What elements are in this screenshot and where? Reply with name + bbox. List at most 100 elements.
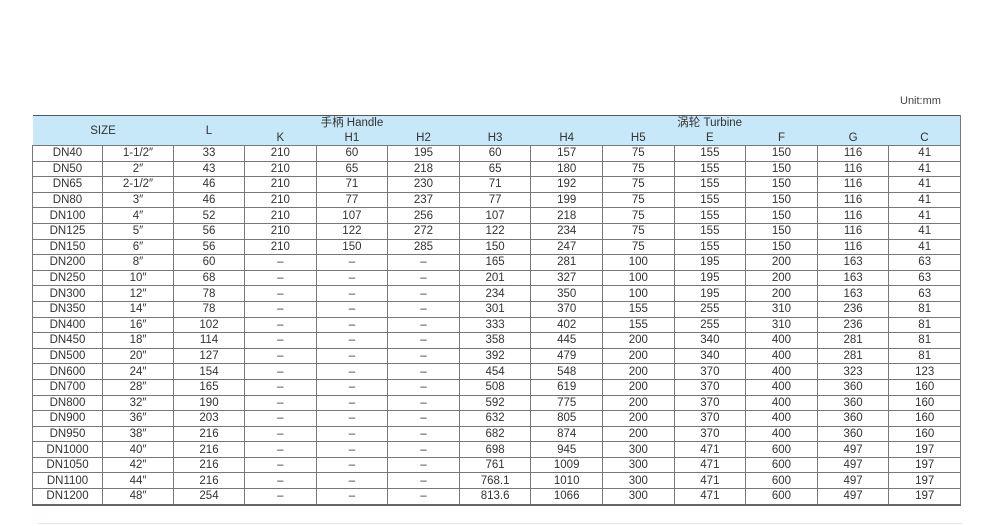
table-cell: – <box>315 254 389 271</box>
table-cell: 216 <box>173 441 245 458</box>
table-cell: 497 <box>816 441 890 458</box>
table-cell: DN40 <box>32 145 103 162</box>
table-cell: 65 <box>458 160 532 178</box>
valve-dimension-table: SIZE L 手柄 Handle 涡轮 Turbine K H1 H2 H3 H4 H5 E… <box>32 115 962 506</box>
table-cell: 200 <box>601 394 675 412</box>
table-cell: 150 <box>315 238 389 256</box>
table-cell: 41 <box>888 160 962 178</box>
table-cell: DN80 <box>32 191 103 209</box>
table-cell: 301 <box>458 300 532 318</box>
table-cell: DN100 <box>32 207 103 224</box>
table-cell: – <box>387 300 460 318</box>
table-cell: 323 <box>816 363 890 380</box>
table-cell: 116 <box>816 207 890 224</box>
table-cell: – <box>244 269 317 287</box>
table-cell: 497 <box>816 456 890 474</box>
table-cell: 65 <box>315 160 389 178</box>
unit-label: Unit:mm <box>900 95 941 107</box>
table-cell: 300 <box>601 488 675 506</box>
table-cell: 150 <box>458 238 532 256</box>
table-cell: 195 <box>673 269 747 287</box>
turbine-header: 涡轮 Turbine <box>459 115 962 130</box>
table-cell: 28″ <box>102 378 174 396</box>
table-cell: DN950 <box>32 425 103 443</box>
table-cell: 150 <box>745 176 818 193</box>
table-cell: 370 <box>673 394 747 412</box>
table-cell: 400 <box>745 425 818 443</box>
table-cell: DN450 <box>32 332 103 349</box>
table-cell: DN350 <box>32 300 103 318</box>
table-cell: 63 <box>888 269 962 287</box>
table-cell: 310 <box>745 316 818 334</box>
table-cell: 350 <box>530 285 603 302</box>
table-cell: 150 <box>745 191 818 209</box>
table-cell: – <box>315 394 389 412</box>
table-cell: 479 <box>530 347 603 365</box>
table-cell: 300 <box>601 472 675 490</box>
table-cell: 255 <box>673 316 747 334</box>
table-cell: 200 <box>601 347 675 365</box>
table-cell: – <box>315 472 389 490</box>
table-cell: 300 <box>601 441 675 458</box>
table-cell: – <box>387 269 460 287</box>
table-cell: DN200 <box>32 254 103 271</box>
table-cell: 40″ <box>102 441 174 458</box>
table-cell: 254 <box>173 488 245 506</box>
table-cell: 10″ <box>102 269 174 287</box>
table-row: DN500 20″ 127– – –392 479 200 340 400 281 81 <box>32 347 962 365</box>
table-row: DN150 6″ 56 210 150 285 150 247 75 155 150 116 41 <box>32 238 962 256</box>
table-row: DN250 10″ 68– – –201 327 100 195 200 163 63 <box>32 269 962 287</box>
table-cell: 400 <box>745 332 818 349</box>
table-cell: DN1050 <box>32 456 103 474</box>
table-cell: 698 <box>458 441 532 458</box>
table-cell: 197 <box>888 472 962 490</box>
table-cell: 75 <box>601 207 675 224</box>
table-cell: 805 <box>530 410 603 427</box>
table-row: DN1000 40″ 216– – –698 945 300 471 600 497 197 <box>32 441 962 458</box>
table-cell: 78 <box>173 285 245 302</box>
table-cell: 155 <box>673 176 747 193</box>
table-row: DN700 28″ 165– – –508 619 200 370 400 360 160 <box>32 378 962 396</box>
table-cell: 471 <box>673 456 747 474</box>
column-header: E <box>674 130 746 146</box>
table-cell: 300 <box>601 456 675 474</box>
table-cell: 81 <box>888 316 962 334</box>
table-cell: – <box>387 488 460 506</box>
table-cell: 813.6 <box>458 488 532 506</box>
table-cell: 32″ <box>102 394 174 412</box>
table-cell: 1009 <box>530 456 603 474</box>
table-cell: – <box>244 488 317 506</box>
table-cell: DN1200 <box>32 488 103 506</box>
table-cell: – <box>387 472 460 490</box>
table-cell: 200 <box>745 285 818 302</box>
table-row: DN900 36″ 203– – –632 805 200 370 400 360 160 <box>32 410 962 427</box>
table-cell: – <box>244 347 317 365</box>
table-cell: 600 <box>745 441 818 458</box>
table-cell: 360 <box>816 394 890 412</box>
table-cell: – <box>387 456 460 474</box>
table-cell: 216 <box>173 425 245 443</box>
table-cell: 200 <box>601 332 675 349</box>
table-cell: 370 <box>673 410 747 427</box>
table-cell: 60 <box>315 145 389 162</box>
table-cell: – <box>244 441 317 458</box>
table-cell: 210 <box>244 176 317 193</box>
table-cell: DN1100 <box>32 472 103 490</box>
table-cell: 116 <box>816 176 890 193</box>
table-cell: DN900 <box>32 410 103 427</box>
table-cell: 600 <box>745 472 818 490</box>
table-row: DN200 8″ 60– – –165 281 100 195 200 163 63 <box>32 254 962 271</box>
table-cell: 155 <box>673 191 747 209</box>
table-cell: 592 <box>458 394 532 412</box>
table-cell: 6″ <box>102 238 174 256</box>
table-cell: 160 <box>888 410 962 427</box>
table-cell: – <box>315 425 389 443</box>
table-cell: 155 <box>673 222 747 240</box>
table-cell: 600 <box>745 488 818 506</box>
table-row: DN1200 48″ 254– – –813.6 1066 300 471 600 497 197 <box>32 488 962 506</box>
table-cell: 116 <box>816 145 890 162</box>
table-cell: 281 <box>816 332 890 349</box>
table-cell: 78 <box>173 300 245 318</box>
table-cell: 2″ <box>102 160 174 178</box>
table-cell: 200 <box>601 410 675 427</box>
